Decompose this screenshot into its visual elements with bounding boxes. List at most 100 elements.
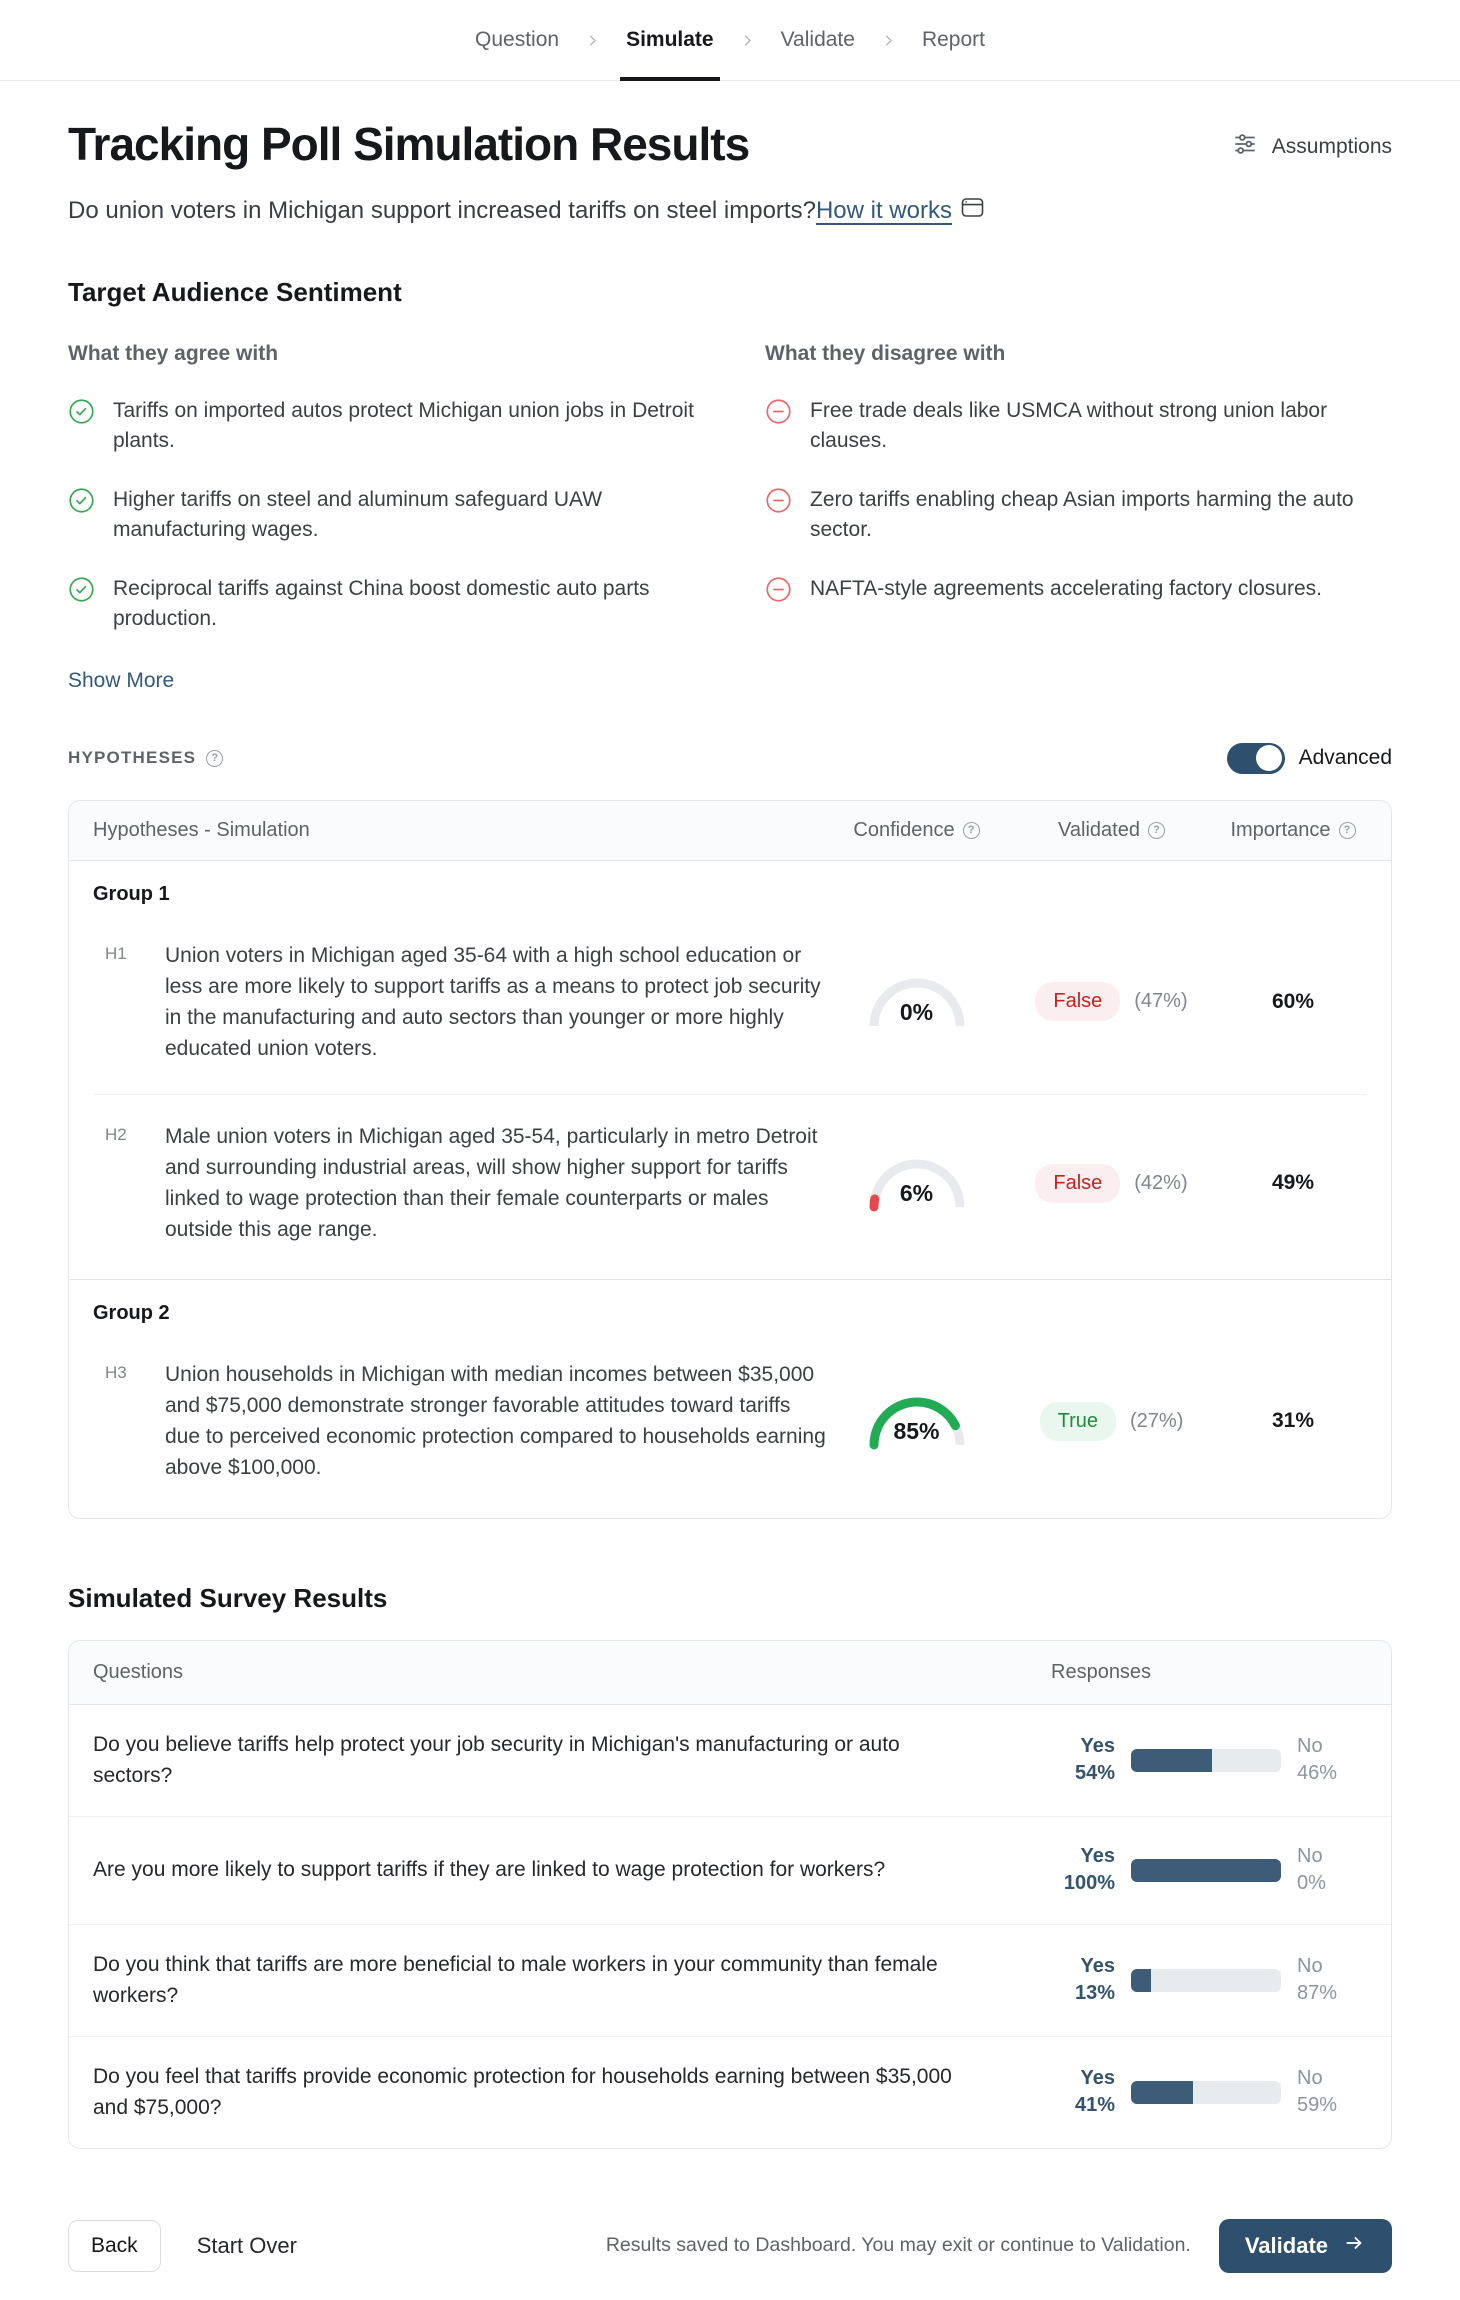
hypothesis-text: Union voters in Michigan aged 35-64 with… bbox=[165, 943, 821, 1060]
validated-badge: False bbox=[1035, 1163, 1121, 1203]
breadcrumb-report[interactable]: Report bbox=[921, 28, 985, 51]
yes-label: Yes bbox=[1080, 1735, 1115, 1758]
disagree-heading: What they disagree with bbox=[765, 342, 1006, 365]
group-label: Group 2 bbox=[93, 1302, 170, 1325]
list-item: Free trade deals like USMCA without stro… bbox=[765, 396, 1392, 457]
chevron-right-icon bbox=[881, 33, 896, 48]
hypothesis-text: Union households in Michigan with median… bbox=[165, 1363, 826, 1480]
survey-table: Questions Responses Do you believe tarif… bbox=[68, 1639, 1392, 2149]
hypothesis-id: H1 bbox=[105, 943, 127, 963]
hypothesis-id: H3 bbox=[105, 1363, 127, 1383]
importance-value: 31% bbox=[1271, 1409, 1315, 1433]
advanced-toggle[interactable] bbox=[1226, 742, 1285, 774]
confidence-value: 6% bbox=[899, 1180, 934, 1207]
col-validated: Validated ? bbox=[1004, 819, 1219, 842]
response-bar bbox=[1131, 1748, 1281, 1772]
breadcrumb-question[interactable]: Question bbox=[475, 28, 560, 51]
agree-item-text: Higher tariffs on steel and aluminum saf… bbox=[113, 487, 603, 542]
validated-percent: (27%) bbox=[1130, 1409, 1184, 1432]
sliders-icon bbox=[1232, 131, 1258, 163]
research-question-text: Do union voters in Michigan support incr… bbox=[68, 197, 816, 224]
survey-question: Do you believe tariffs help protect your… bbox=[93, 1732, 900, 1788]
minus-circle-icon bbox=[766, 399, 791, 424]
validate-label: Validate bbox=[1244, 2232, 1328, 2258]
list-item: Zero tariffs enabling cheap Asian import… bbox=[765, 485, 1392, 546]
arrow-right-icon bbox=[1342, 2232, 1366, 2260]
survey-row: Do you feel that tariffs provide economi… bbox=[69, 2035, 1391, 2148]
hypotheses-section-label: HYPOTHESES bbox=[68, 748, 197, 768]
no-percent: 87% bbox=[1297, 1982, 1338, 2005]
disagree-item-text: Zero tariffs enabling cheap Asian import… bbox=[810, 487, 1354, 542]
window-icon bbox=[961, 197, 984, 225]
breadcrumb-simulate[interactable]: Simulate bbox=[620, 0, 720, 81]
disagree-column: What they disagree with Free trade deals… bbox=[765, 342, 1392, 693]
yes-percent: 13% bbox=[1074, 1982, 1115, 2005]
yes-percent: 41% bbox=[1074, 2094, 1115, 2117]
help-icon[interactable]: ? bbox=[206, 749, 224, 767]
yes-percent: 100% bbox=[1063, 1872, 1115, 1895]
importance-value: 60% bbox=[1271, 989, 1315, 1013]
check-circle-icon bbox=[69, 488, 94, 513]
assumptions-button[interactable]: Assumptions bbox=[1232, 131, 1392, 163]
chevron-right-icon bbox=[740, 33, 755, 48]
no-label: No bbox=[1297, 1845, 1323, 1868]
hypotheses-table-header: Hypotheses - Simulation Confidence ? Val… bbox=[69, 800, 1391, 861]
col-confidence: Confidence ? bbox=[829, 819, 1004, 842]
how-it-works-link[interactable]: How it works bbox=[815, 197, 952, 224]
hypothesis-text: Male union voters in Michigan aged 35-54… bbox=[165, 1124, 818, 1242]
list-item: Higher tariffs on steel and aluminum saf… bbox=[68, 485, 695, 546]
hypothesis-row-h3: H3 Union households in Michigan with med… bbox=[93, 1333, 1367, 1513]
yes-label: Yes bbox=[1080, 2067, 1115, 2090]
validated-badge: True bbox=[1039, 1401, 1117, 1441]
validated-badge: False bbox=[1035, 982, 1121, 1022]
yes-label: Yes bbox=[1080, 1845, 1115, 1868]
save-status-text: Results saved to Dashboard. You may exit… bbox=[605, 2234, 1191, 2257]
minus-circle-icon bbox=[766, 577, 791, 602]
show-more-button[interactable]: Show More bbox=[68, 668, 175, 692]
yes-label: Yes bbox=[1080, 1955, 1115, 1978]
help-icon[interactable]: ? bbox=[1338, 821, 1356, 839]
col-responses: Responses bbox=[1051, 1660, 1152, 1683]
no-percent: 59% bbox=[1297, 2094, 1338, 2117]
list-item: NAFTA-style agreements accelerating fact… bbox=[765, 574, 1392, 604]
col-hypotheses: Hypotheses - Simulation bbox=[93, 818, 310, 841]
hypotheses-table: Hypotheses - Simulation Confidence ? Val… bbox=[68, 799, 1392, 1519]
sentiment-heading: Target Audience Sentiment bbox=[68, 277, 402, 307]
survey-row: Do you believe tariffs help protect your… bbox=[69, 1705, 1391, 1816]
survey-row: Do you think that tariffs are more benef… bbox=[69, 1923, 1391, 2036]
survey-heading: Simulated Survey Results bbox=[68, 1582, 388, 1613]
start-over-button[interactable]: Start Over bbox=[196, 2232, 297, 2258]
target-audience-sentiment-section: Target Audience Sentiment What they agre… bbox=[68, 277, 1392, 693]
agree-heading: What they agree with bbox=[68, 342, 279, 365]
no-label: No bbox=[1297, 1735, 1323, 1758]
col-questions: Questions bbox=[93, 1660, 184, 1683]
top-navigation-bar: Question Simulate Validate Report bbox=[0, 0, 1460, 81]
hypothesis-id: H2 bbox=[105, 1124, 127, 1144]
minus-circle-icon bbox=[766, 488, 791, 513]
validated-percent: (42%) bbox=[1134, 1171, 1188, 1194]
simulated-survey-results-section: Simulated Survey Results Questions Respo… bbox=[68, 1583, 1392, 2149]
hypothesis-group-1: Group 1 H1 Union voters in Michigan aged… bbox=[69, 861, 1391, 1280]
no-percent: 0% bbox=[1297, 1872, 1326, 1895]
importance-value: 49% bbox=[1271, 1171, 1315, 1195]
yes-percent: 54% bbox=[1074, 1762, 1115, 1785]
breadcrumb: Question Simulate Validate Report bbox=[475, 0, 985, 81]
response-bar bbox=[1131, 1968, 1281, 1992]
list-item: Tariffs on imported autos protect Michig… bbox=[68, 396, 695, 457]
no-label: No bbox=[1297, 2067, 1323, 2090]
advanced-label: Advanced bbox=[1298, 746, 1392, 770]
hypothesis-row-h2: H2 Male union voters in Michigan aged 35… bbox=[93, 1093, 1367, 1275]
toggle-knob bbox=[1255, 745, 1282, 772]
validate-button[interactable]: Validate bbox=[1218, 2218, 1392, 2273]
assumptions-label: Assumptions bbox=[1271, 135, 1392, 158]
disagree-item-text: Free trade deals like USMCA without stro… bbox=[810, 399, 1328, 453]
col-importance: Importance ? bbox=[1219, 819, 1367, 842]
back-button[interactable]: Back bbox=[68, 2219, 161, 2272]
chevron-right-icon bbox=[585, 33, 600, 48]
survey-table-header: Questions Responses bbox=[69, 1640, 1391, 1705]
help-icon[interactable]: ? bbox=[962, 821, 980, 839]
survey-question: Do you think that tariffs are more benef… bbox=[93, 1952, 938, 2008]
agree-column: What they agree with Tariffs on imported… bbox=[68, 342, 695, 693]
help-icon[interactable]: ? bbox=[1147, 821, 1165, 839]
breadcrumb-validate[interactable]: Validate bbox=[780, 28, 855, 51]
